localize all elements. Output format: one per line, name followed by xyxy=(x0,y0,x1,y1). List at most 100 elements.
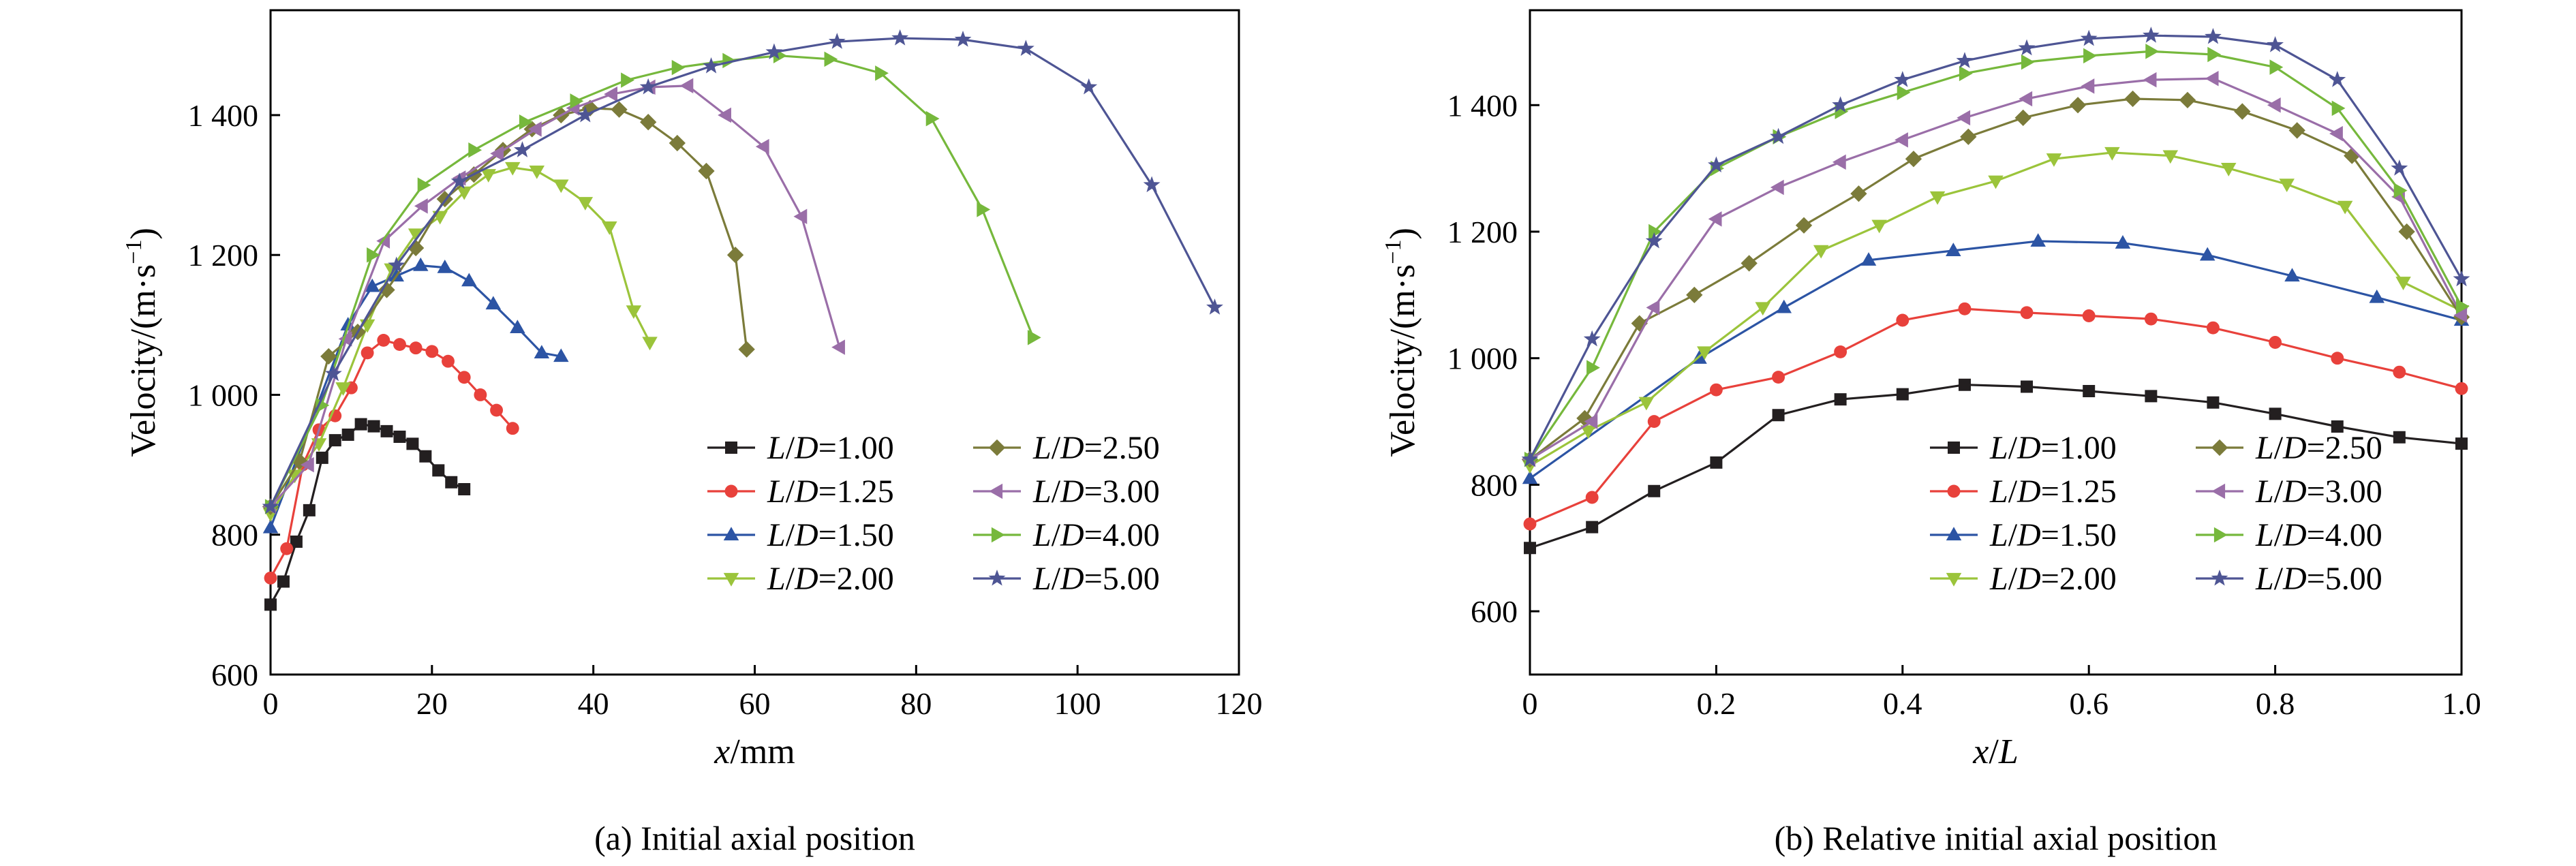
data-point xyxy=(1929,191,1946,205)
data-point xyxy=(1580,425,1596,439)
y-axis-label: Velocity/(m·s−1) xyxy=(1381,228,1422,457)
data-point xyxy=(765,43,783,60)
data-point xyxy=(474,388,487,401)
data-point xyxy=(262,519,279,533)
data-point xyxy=(2269,407,2282,420)
data-point xyxy=(2455,437,2468,450)
legend-label: L/D=1.00 xyxy=(1989,430,2117,466)
data-point xyxy=(2162,150,2179,164)
data-point xyxy=(2453,307,2468,323)
data-point xyxy=(891,29,909,46)
data-point xyxy=(393,431,406,444)
data-point xyxy=(300,457,314,473)
data-point xyxy=(1813,245,1829,259)
data-point xyxy=(361,346,374,360)
data-point xyxy=(2018,39,2036,56)
data-point xyxy=(1686,286,1703,304)
data-point xyxy=(1960,128,1977,145)
data-point xyxy=(602,221,617,235)
data-point xyxy=(718,107,731,123)
series-line xyxy=(1529,307,2462,525)
data-point xyxy=(1776,299,1792,313)
data-point xyxy=(2267,36,2284,52)
data-point xyxy=(380,424,393,437)
panel-caption: (b) Relative initial axial position xyxy=(1775,819,2218,857)
data-point xyxy=(1646,300,1660,315)
data-point xyxy=(1648,484,1661,497)
y-tick-label: 1 000 xyxy=(188,377,259,412)
x-tick-label: 0.4 xyxy=(1883,686,1922,721)
data-point xyxy=(2329,71,2346,87)
series-line xyxy=(269,422,465,606)
legend-label: L/D=4.00 xyxy=(1032,517,1160,553)
data-point xyxy=(1772,409,1785,422)
data-point xyxy=(2021,54,2035,70)
data-point xyxy=(338,331,352,347)
data-point xyxy=(388,256,405,273)
legend: L/D=1.00 L/D=1.25 L/D=1.50 L/D=2.00 L/D=2.50… xyxy=(707,430,1160,597)
series-line xyxy=(1529,34,2463,461)
y-tick-label: 600 xyxy=(1471,594,1518,629)
legend-marker xyxy=(1947,484,1961,498)
data-point xyxy=(1832,96,1850,112)
data-point xyxy=(519,114,533,130)
data-point xyxy=(2455,298,2470,314)
y-tick-label: 1 000 xyxy=(1447,341,1518,376)
data-point xyxy=(457,371,471,384)
panel-a: 0 20 40 60 80 100 120 600 800 1 000 1 200 1 400 x/mm… xyxy=(121,9,1263,857)
legend-marker xyxy=(989,483,1003,499)
data-point xyxy=(2080,29,2098,46)
x-tick-label: 80 xyxy=(900,686,932,721)
legend: L/D=1.00 L/D=1.25 L/D=1.50 L/D=2.00 L/D=2.50… xyxy=(1930,430,2382,597)
data-point xyxy=(2124,90,2141,108)
data-point xyxy=(1988,175,2004,189)
data-point xyxy=(437,259,453,273)
data-point xyxy=(1795,217,1813,234)
legend-label: L/D=1.25 xyxy=(767,474,894,510)
x-tick-label: 0 xyxy=(1522,686,1538,721)
legend-label: L/D=1.00 xyxy=(767,430,894,466)
data-point xyxy=(425,345,439,358)
data-point xyxy=(367,420,380,433)
data-point xyxy=(419,450,432,463)
data-point xyxy=(456,186,472,200)
data-point xyxy=(669,134,686,152)
x-tick-label: 0.2 xyxy=(1697,686,1736,721)
data-point xyxy=(1741,255,1758,272)
data-point xyxy=(2455,382,2468,395)
y-tick-label: 600 xyxy=(211,658,258,692)
data-point xyxy=(290,536,303,548)
data-point xyxy=(626,305,642,320)
series-line xyxy=(1529,50,2463,461)
data-point xyxy=(1645,232,1663,249)
data-point xyxy=(505,161,521,176)
data-point xyxy=(2082,309,2096,322)
data-point xyxy=(377,333,390,347)
data-point xyxy=(1647,415,1661,429)
data-point xyxy=(2391,159,2408,176)
y-tick-label: 800 xyxy=(211,518,258,553)
legend-label: L/D=1.50 xyxy=(1989,517,2117,553)
legend-label: L/D=5.00 xyxy=(2255,561,2382,597)
data-point xyxy=(1710,456,1723,469)
data-point xyxy=(335,382,351,396)
data-point xyxy=(2205,71,2219,87)
data-point xyxy=(2083,48,2097,64)
data-point xyxy=(640,114,657,131)
legend-label: L/D=2.50 xyxy=(1032,430,1160,466)
data-point xyxy=(553,348,569,362)
legend-label: L/D=3.00 xyxy=(1032,474,1160,510)
legend-label: L/D=3.00 xyxy=(2255,474,2382,510)
data-point xyxy=(2207,46,2222,63)
data-point xyxy=(703,57,720,74)
x-tick-label: 1.0 xyxy=(2442,686,2481,721)
data-point xyxy=(1905,151,1922,168)
data-point xyxy=(604,86,618,102)
data-point xyxy=(1524,542,1536,555)
legend-marker xyxy=(1946,572,1962,587)
data-point xyxy=(621,72,634,88)
data-point xyxy=(262,497,279,514)
data-point xyxy=(1896,388,1909,401)
data-point xyxy=(1586,360,1600,375)
legend-label: L/D=2.00 xyxy=(767,561,894,597)
